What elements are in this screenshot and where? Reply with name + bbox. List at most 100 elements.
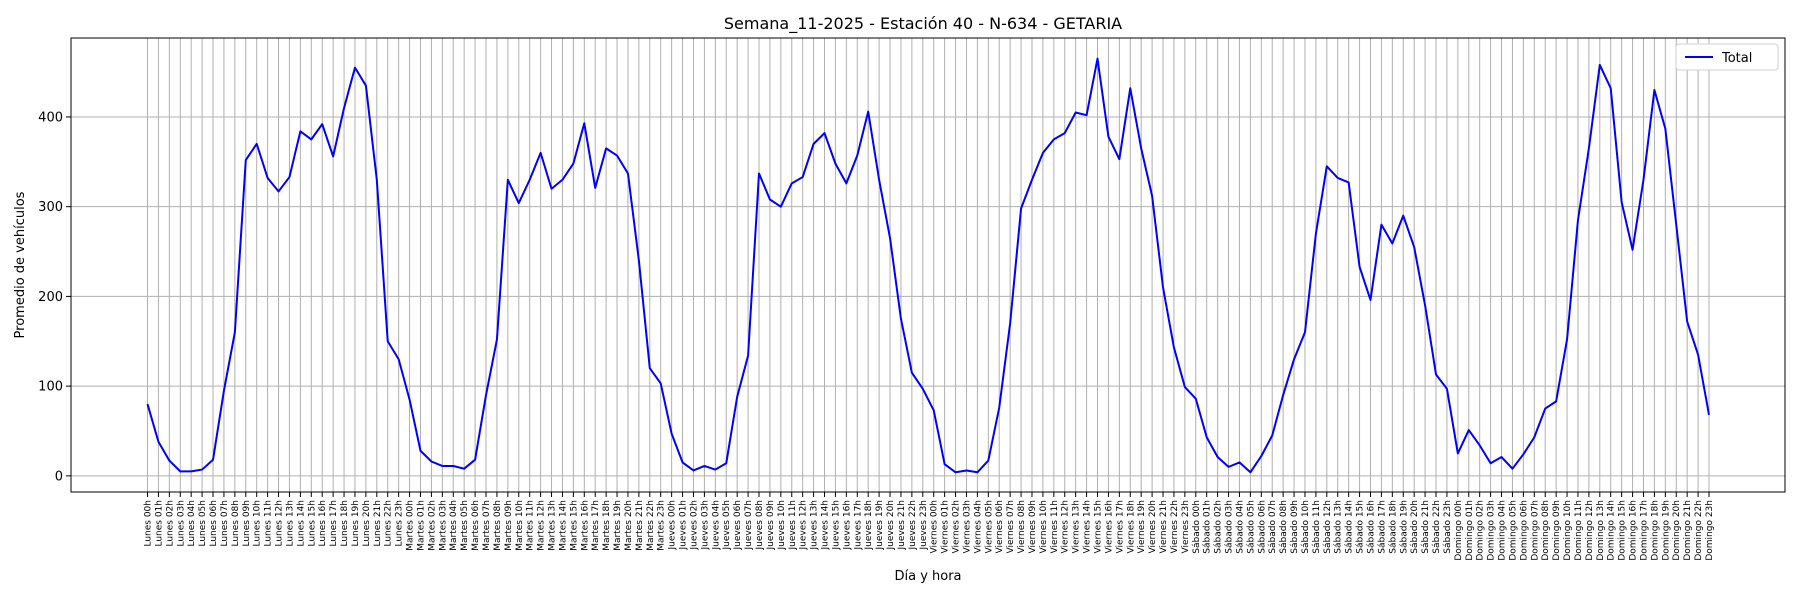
x-tick-label: Domingo 23h bbox=[1705, 500, 1715, 561]
x-tick-label: Sábado 09h bbox=[1290, 500, 1300, 554]
x-tick-label: Viernes 23h bbox=[1181, 500, 1191, 554]
x-tick-label: Jueves 08h bbox=[755, 500, 765, 550]
x-tick-label: Martes 13h bbox=[548, 500, 558, 551]
x-tick-label: Lunes 10h bbox=[253, 500, 263, 547]
x-tick-label: Viernes 15h bbox=[1094, 500, 1104, 554]
x-tick-label: Martes 00h bbox=[406, 500, 416, 551]
x-tick-label: Domingo 14h bbox=[1607, 500, 1617, 561]
x-tick-label: Lunes 15h bbox=[307, 500, 317, 547]
y-gridlines bbox=[71, 116, 1785, 477]
x-tick-label: Domingo 22h bbox=[1694, 500, 1704, 561]
x-tick-label: Martes 03h bbox=[438, 500, 448, 551]
x-tick-label: Martes 21h bbox=[635, 500, 645, 551]
x-tick-label: Sábado 04h bbox=[1235, 500, 1245, 554]
x-tick-label: Domingo 08h bbox=[1541, 500, 1551, 561]
x-tick-label: Viernes 17h bbox=[1115, 500, 1125, 554]
x-tick-label: Sábado 08h bbox=[1279, 500, 1289, 554]
x-tick-label: Domingo 12h bbox=[1585, 500, 1595, 561]
x-tick-label: Domingo 06h bbox=[1519, 500, 1529, 561]
x-tick-label: Lunes 07h bbox=[220, 500, 230, 547]
x-tick-label: Lunes 03h bbox=[176, 500, 186, 547]
x-tick-label: Martes 06h bbox=[471, 500, 481, 551]
x-tick-label: Domingo 11h bbox=[1574, 500, 1584, 561]
x-tick-label: Domingo 20h bbox=[1672, 500, 1682, 561]
x-tick-label: Martes 18h bbox=[602, 500, 612, 551]
legend-label-total: Total bbox=[1721, 51, 1752, 66]
x-axis-ticks: Lunes 00h Lunes 01h Lunes 02h Lunes 03h Lune… bbox=[144, 492, 1715, 561]
x-tick-label: Viernes 05h bbox=[984, 500, 994, 554]
y-tick-label: 400 bbox=[38, 110, 63, 125]
x-tick-label: Martes 08h bbox=[493, 500, 503, 551]
x-tick-label: Viernes 11h bbox=[1050, 500, 1060, 554]
x-tick-label: Sábado 13h bbox=[1334, 500, 1344, 554]
x-tick-label: Lunes 08h bbox=[231, 500, 241, 547]
x-tick-label: Lunes 05h bbox=[198, 500, 208, 547]
x-tick-label: Lunes 13h bbox=[285, 500, 295, 547]
x-tick-label: Jueves 02h bbox=[689, 500, 699, 550]
x-tick-label: Viernes 13h bbox=[1072, 500, 1082, 554]
x-tick-label: Lunes 23h bbox=[395, 500, 405, 547]
x-tick-label: Martes 07h bbox=[482, 500, 492, 551]
x-tick-label: Sábado 01h bbox=[1203, 500, 1213, 554]
x-tick-label: Lunes 09h bbox=[242, 500, 252, 547]
x-tick-label: Martes 10h bbox=[515, 500, 525, 551]
x-tick-label: Domingo 05h bbox=[1508, 500, 1518, 561]
x-tick-label: Viernes 20h bbox=[1148, 500, 1158, 554]
x-tick-label: Domingo 13h bbox=[1596, 500, 1606, 561]
x-tick-label: Sábado 06h bbox=[1257, 500, 1267, 554]
x-tick-label: Domingo 15h bbox=[1618, 500, 1628, 561]
x-tick-label: Martes 19h bbox=[613, 500, 623, 551]
x-tick-label: Sábado 22h bbox=[1432, 500, 1442, 554]
x-tick-label: Viernes 19h bbox=[1137, 500, 1147, 554]
x-tick-label: Martes 20h bbox=[624, 500, 634, 551]
x-tick-label: Viernes 14h bbox=[1083, 500, 1093, 554]
x-tick-label: Viernes 03h bbox=[962, 500, 972, 554]
x-tick-label: Viernes 22h bbox=[1170, 500, 1180, 554]
x-tick-label: Viernes 09h bbox=[1028, 500, 1038, 554]
x-tick-label: Jueves 12h bbox=[799, 500, 809, 550]
plot-frame bbox=[70, 37, 1786, 493]
y-axis-ticks: 0 100 200 300 400 bbox=[38, 110, 71, 484]
x-tick-label: Viernes 18h bbox=[1126, 500, 1136, 554]
x-tick-label: Martes 01h bbox=[416, 500, 426, 551]
x-tick-label: Jueves 01h bbox=[679, 500, 689, 550]
x-tick-label: Domingo 16h bbox=[1629, 500, 1639, 561]
x-tick-label: Sábado 17h bbox=[1377, 500, 1387, 554]
x-tick-label: Sábado 19h bbox=[1399, 500, 1409, 554]
x-tick-label: Lunes 04h bbox=[187, 500, 197, 547]
x-tick-label: Martes 14h bbox=[558, 500, 568, 551]
x-tick-label: Lunes 06h bbox=[209, 500, 219, 547]
x-tick-label: Jueves 19h bbox=[875, 500, 885, 550]
x-tick-label: Domingo 09h bbox=[1552, 500, 1562, 561]
x-tick-label: Viernes 04h bbox=[973, 500, 983, 554]
x-tick-label: Martes 17h bbox=[591, 500, 601, 551]
x-axis-label: Día y hora bbox=[894, 569, 961, 584]
x-tick-label: Viernes 07h bbox=[1006, 500, 1016, 554]
x-tick-label: Sábado 18h bbox=[1388, 500, 1398, 554]
x-tick-label: Jueves 06h bbox=[733, 500, 743, 550]
x-tick-label: Domingo 18h bbox=[1650, 500, 1660, 561]
x-tick-label: Viernes 12h bbox=[1061, 500, 1071, 554]
x-tick-label: Martes 15h bbox=[569, 500, 579, 551]
x-tick-label: Viernes 16h bbox=[1104, 500, 1114, 554]
x-tick-label: Jueves 17h bbox=[853, 500, 863, 550]
x-tick-label: Lunes 11h bbox=[264, 500, 274, 547]
x-tick-label: Martes 23h bbox=[657, 500, 667, 551]
series-line-total bbox=[146, 57, 1710, 474]
x-tick-label: Jueves 21h bbox=[897, 500, 907, 550]
x-tick-label: Lunes 02h bbox=[165, 500, 175, 547]
y-tick-label: 100 bbox=[38, 380, 63, 395]
x-tick-label: Martes 16h bbox=[580, 500, 590, 551]
x-tick-label: Sábado 21h bbox=[1421, 500, 1431, 554]
x-tick-label: Jueves 14h bbox=[821, 500, 831, 550]
y-tick-label: 200 bbox=[38, 290, 63, 305]
x-tick-label: Domingo 03h bbox=[1487, 500, 1497, 561]
x-tick-label: Lunes 19h bbox=[351, 500, 361, 547]
x-tick-label: Domingo 02h bbox=[1476, 500, 1486, 561]
x-tick-label: Jueves 20h bbox=[886, 500, 896, 550]
x-tick-label: Domingo 04h bbox=[1498, 500, 1508, 561]
x-tick-label: Lunes 18h bbox=[340, 500, 350, 547]
x-tick-label: Viernes 01h bbox=[941, 500, 951, 554]
x-tick-label: Sábado 23h bbox=[1443, 500, 1453, 554]
